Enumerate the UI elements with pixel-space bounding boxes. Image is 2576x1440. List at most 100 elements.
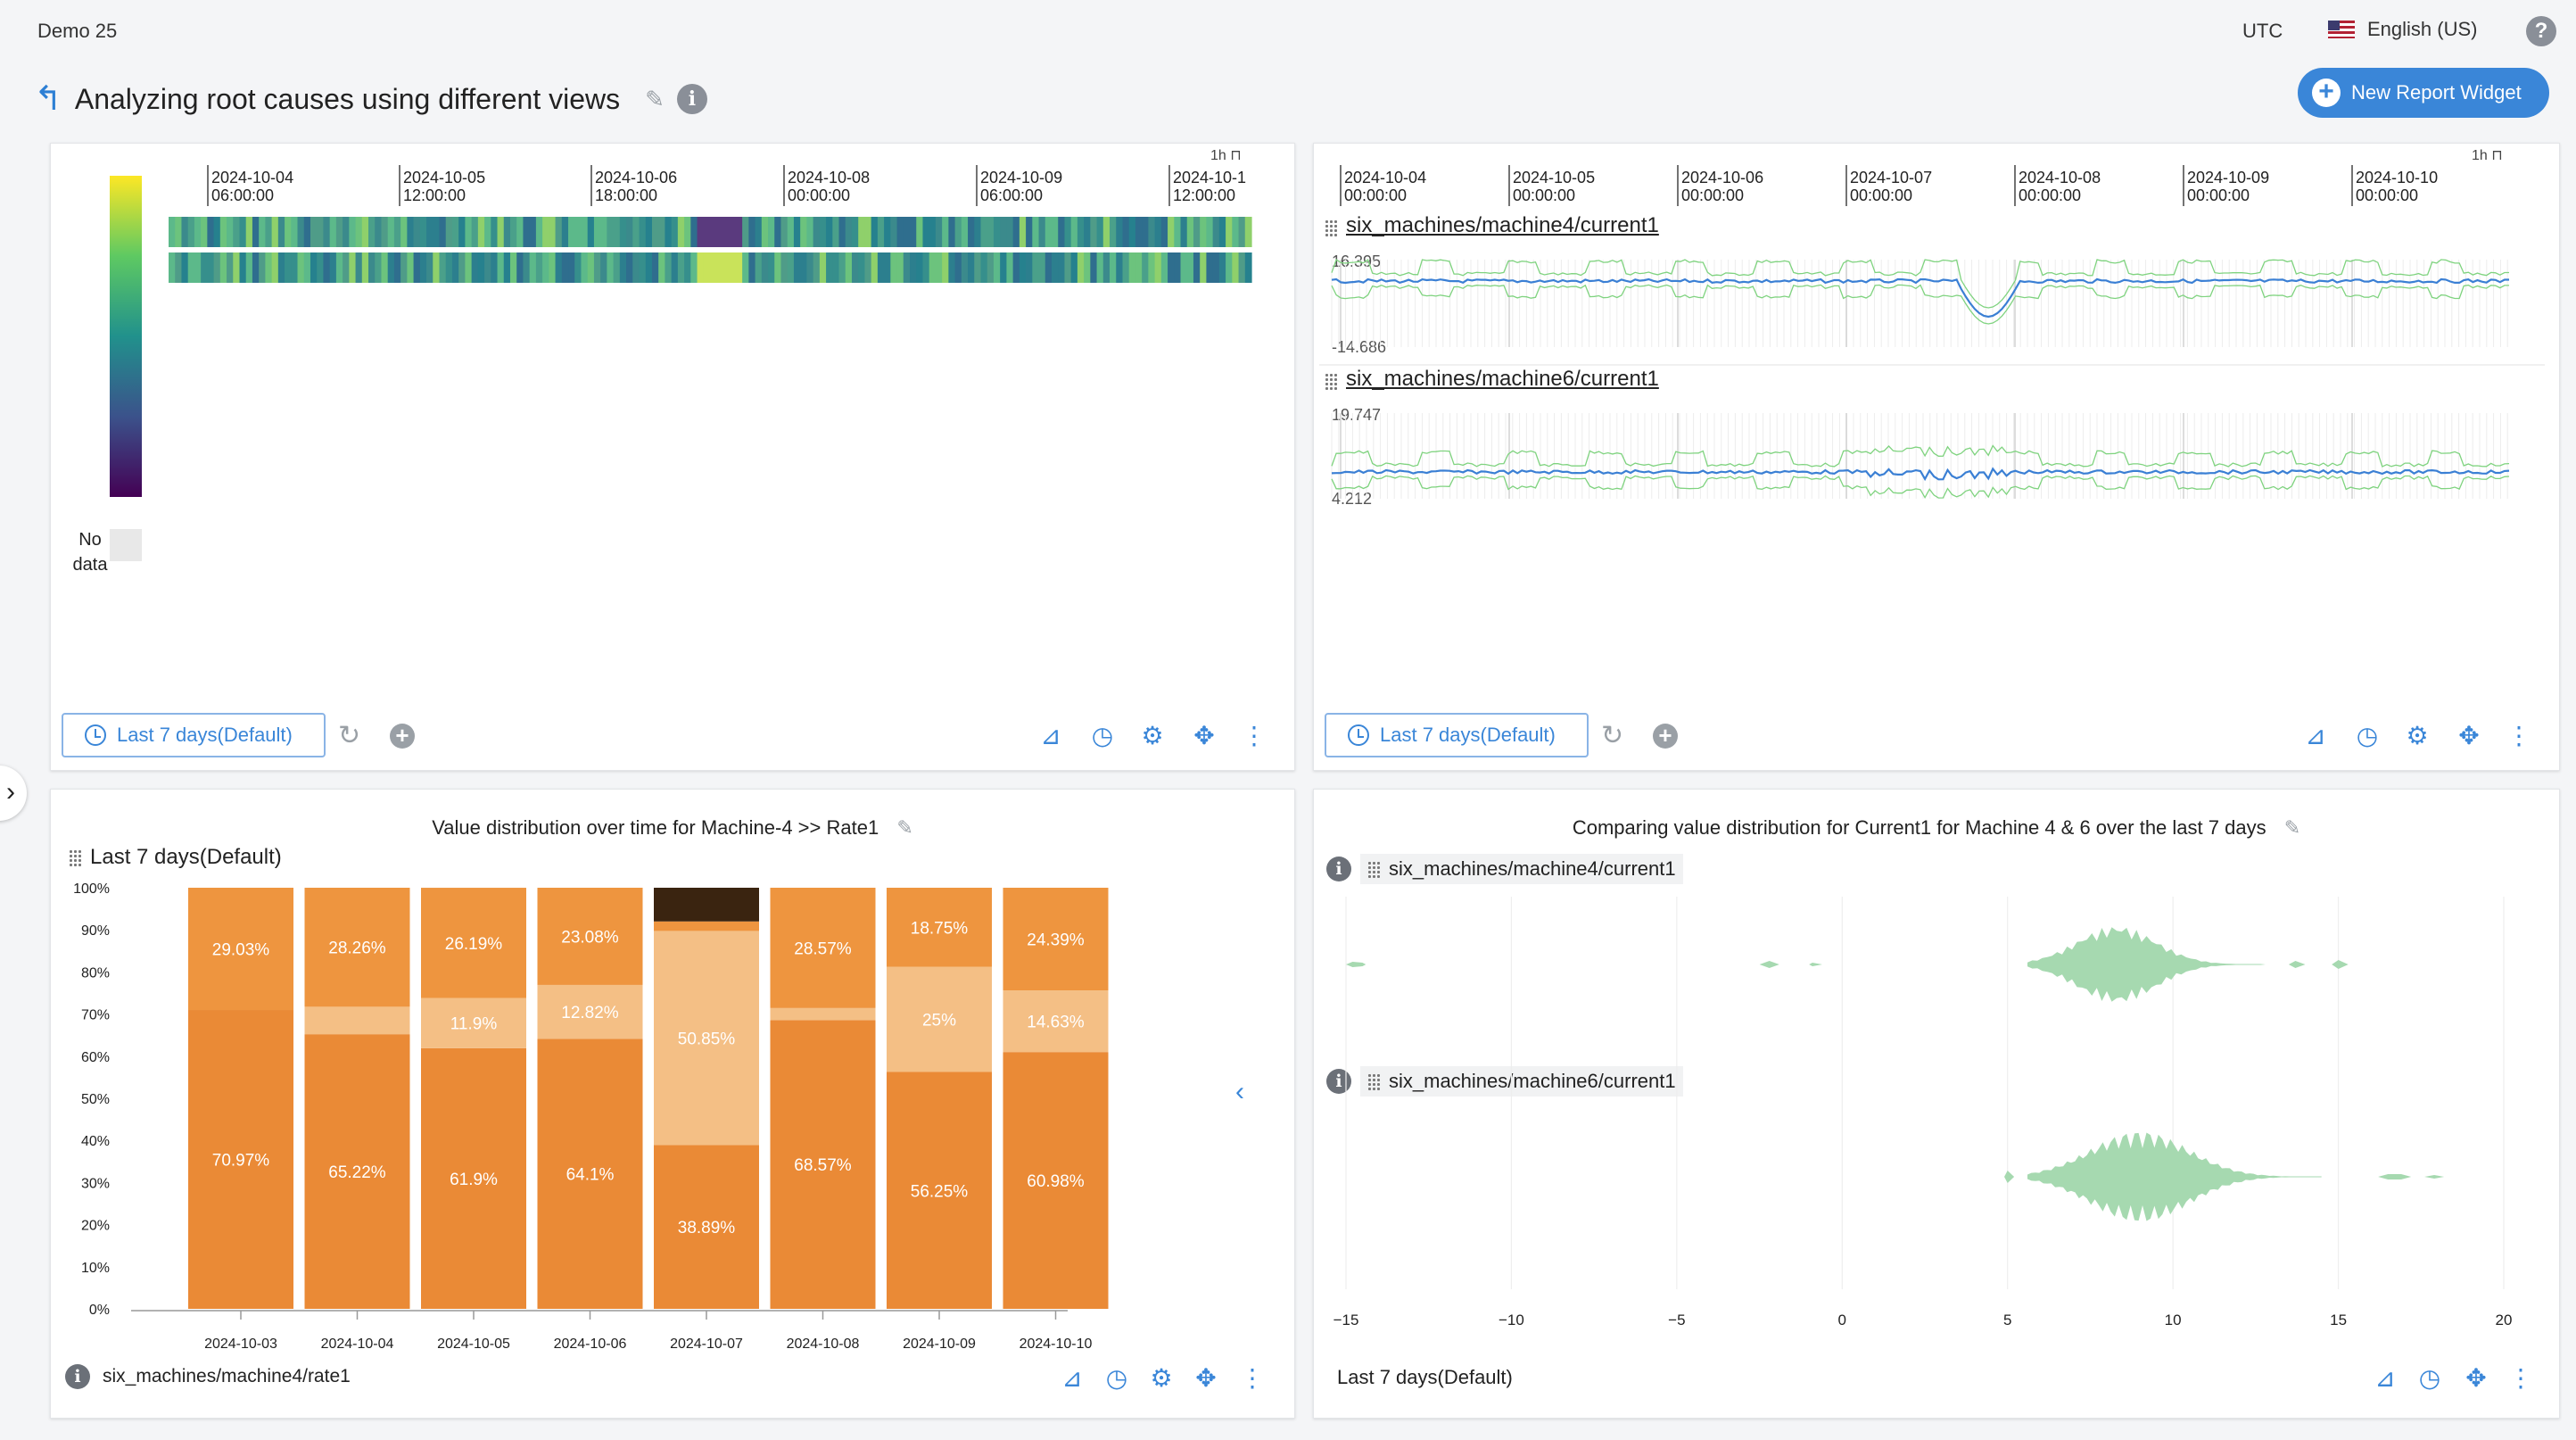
violin-row-header-machine6[interactable]: i six_machines/machine6/current1 (1326, 1066, 1683, 1097)
bar-data-label: 50.85% (678, 1030, 736, 1048)
heatmap-cell (632, 252, 640, 283)
timezone-selector[interactable]: UTC (2242, 20, 2283, 42)
bar-segment (188, 888, 293, 1011)
collapse-chevron-left-icon[interactable]: ‹ (1235, 1077, 1244, 1106)
violin-range-label[interactable]: Last 7 days(Default) (1337, 1366, 1513, 1388)
clock-settings-icon[interactable]: ◷ (1105, 1364, 1128, 1392)
heatmap-cell (729, 217, 737, 247)
heatmap-cell (477, 217, 485, 247)
heatmap-cell (968, 252, 975, 283)
heatmap-cell (207, 252, 215, 283)
rss-feed-icon[interactable]: ⊿ (1040, 722, 1061, 749)
ts-lower-band (1331, 475, 2510, 500)
heatmap-cell (317, 252, 325, 283)
heatmap-cell (568, 217, 575, 247)
workspace-name[interactable]: Demo 25 (37, 20, 118, 42)
more-vertical-icon[interactable]: ⋮ (1240, 1364, 1265, 1392)
bar-segment (537, 984, 643, 1039)
add-circle-icon[interactable]: + (1653, 724, 1678, 749)
violin-shape (2332, 960, 2349, 969)
ts-resolution-label: 1h ⊓ (2472, 148, 2503, 163)
language-label: English (US) (2367, 18, 2478, 40)
heatmap-cell (497, 252, 505, 283)
add-circle-icon[interactable]: + (390, 724, 415, 749)
move-arrows-icon[interactable]: ✥ (2465, 1364, 2487, 1392)
heatmap-cell (245, 217, 253, 247)
heatmap-cell (181, 217, 189, 247)
language-selector[interactable]: English (US) (2328, 18, 2477, 41)
question-icon[interactable]: ? (2526, 16, 2556, 46)
drag-handle-icon[interactable] (1325, 372, 1337, 391)
move-arrows-icon[interactable]: ✥ (2458, 722, 2480, 749)
bar-range-label: Last 7 days(Default) (90, 845, 282, 869)
heatmap-cell (722, 252, 731, 283)
back-arrow-icon[interactable]: ↰ (34, 80, 62, 118)
heatmap-cell (349, 252, 357, 283)
drag-handle-icon[interactable] (69, 848, 81, 867)
heatmap-cell (968, 217, 975, 247)
sliders-icon[interactable]: ⚙ (2406, 722, 2429, 749)
move-arrows-icon[interactable]: ✥ (1193, 722, 1215, 749)
heatmap-tick-label-date: 2024-10-1 (1173, 169, 1246, 186)
bar-range-chip[interactable]: Last 7 days(Default) (69, 845, 282, 870)
bar-source-label: six_machines/machine4/rate1 (103, 1366, 351, 1386)
more-vertical-icon[interactable]: ⋮ (1242, 722, 1267, 749)
move-arrows-icon[interactable]: ✥ (1195, 1364, 1217, 1392)
violin-label-chip[interactable]: six_machines/machine6/current1 (1360, 1066, 1683, 1097)
bar-segment (770, 1007, 876, 1021)
info-icon[interactable]: i (676, 84, 707, 114)
clock-settings-icon[interactable]: ◷ (2356, 722, 2379, 749)
violin-label-chip[interactable]: six_machines/machine4/current1 (1360, 854, 1683, 884)
new-report-widget-button[interactable]: + New Report Widget (2298, 68, 2549, 118)
drag-handle-icon[interactable] (1367, 1073, 1380, 1092)
series-link-machine4[interactable]: six_machines/machine4/current1 (1346, 213, 1659, 237)
bar-x-tick-label: 2024-10-10 (1020, 1337, 1093, 1352)
clock-settings-icon[interactable]: ◷ (2418, 1364, 2441, 1392)
edit-pencil-icon[interactable]: ✎ (2283, 816, 2301, 839)
heatmap-cell (169, 217, 176, 247)
sidebar-expand-chevron-icon[interactable]: › (0, 766, 27, 821)
series-header-machine4[interactable]: six_machines/machine4/current1 (1325, 213, 1659, 238)
drag-handle-icon[interactable] (1325, 219, 1337, 237)
series-header-machine6[interactable]: six_machines/machine6/current1 (1325, 367, 1659, 392)
heatmap-cell (310, 252, 318, 283)
series-link-machine6[interactable]: six_machines/machine6/current1 (1346, 367, 1659, 391)
heatmap-cell (271, 217, 279, 247)
rss-feed-icon[interactable]: ⊿ (2305, 722, 2326, 749)
refresh-icon[interactable]: ↻ (338, 721, 361, 750)
bar-chart-widget: Value distribution over time for Machine… (50, 789, 1295, 1419)
heatmap-time-range-button[interactable]: Last 7 days(Default) (62, 713, 326, 757)
info-icon[interactable]: i (1326, 1069, 1351, 1094)
heatmap-cell (239, 252, 247, 283)
bar-y-tick-label: 70% (81, 1008, 110, 1023)
drag-handle-icon[interactable] (1367, 861, 1380, 880)
heatmap-cell (619, 252, 627, 283)
violin-x-tick-label: −15 (1333, 1312, 1359, 1328)
heatmap-cell (690, 217, 698, 247)
clock-settings-icon[interactable]: ◷ (1091, 722, 1114, 749)
more-vertical-icon[interactable]: ⋮ (2508, 1364, 2533, 1392)
violin-chart: −15 −10 −5 0 5 10 15 20 (1333, 897, 2512, 1328)
more-vertical-icon[interactable]: ⋮ (2506, 722, 2531, 749)
heatmap-cell (651, 252, 659, 283)
bar-data-label: 28.26% (328, 939, 386, 958)
bar-data-label: 65.22% (328, 1163, 386, 1182)
heatmap-cell (896, 217, 904, 247)
heatmap-cell (1148, 252, 1156, 283)
sliders-icon[interactable]: ⚙ (1150, 1364, 1173, 1392)
violin-row-header-machine4[interactable]: i six_machines/machine4/current1 (1326, 854, 1683, 884)
edit-title-pencil-icon[interactable]: ✎ (645, 85, 665, 112)
heatmap-cell (1000, 252, 1008, 283)
info-icon[interactable]: i (1326, 857, 1351, 881)
timeseries-time-range-button[interactable]: Last 7 days(Default) (1325, 713, 1589, 757)
refresh-icon[interactable]: ↻ (1601, 721, 1624, 750)
edit-pencil-icon[interactable]: ✎ (896, 816, 913, 839)
rss-feed-icon[interactable]: ⊿ (2374, 1364, 2396, 1392)
us-flag-icon (2328, 21, 2355, 38)
info-icon[interactable]: i (65, 1364, 90, 1389)
rss-feed-icon[interactable]: ⊿ (1061, 1364, 1083, 1392)
heatmap-cell (974, 217, 982, 247)
heatmap-cell (980, 252, 988, 283)
sliders-icon[interactable]: ⚙ (1141, 722, 1164, 749)
no-data-swatch (110, 529, 142, 561)
